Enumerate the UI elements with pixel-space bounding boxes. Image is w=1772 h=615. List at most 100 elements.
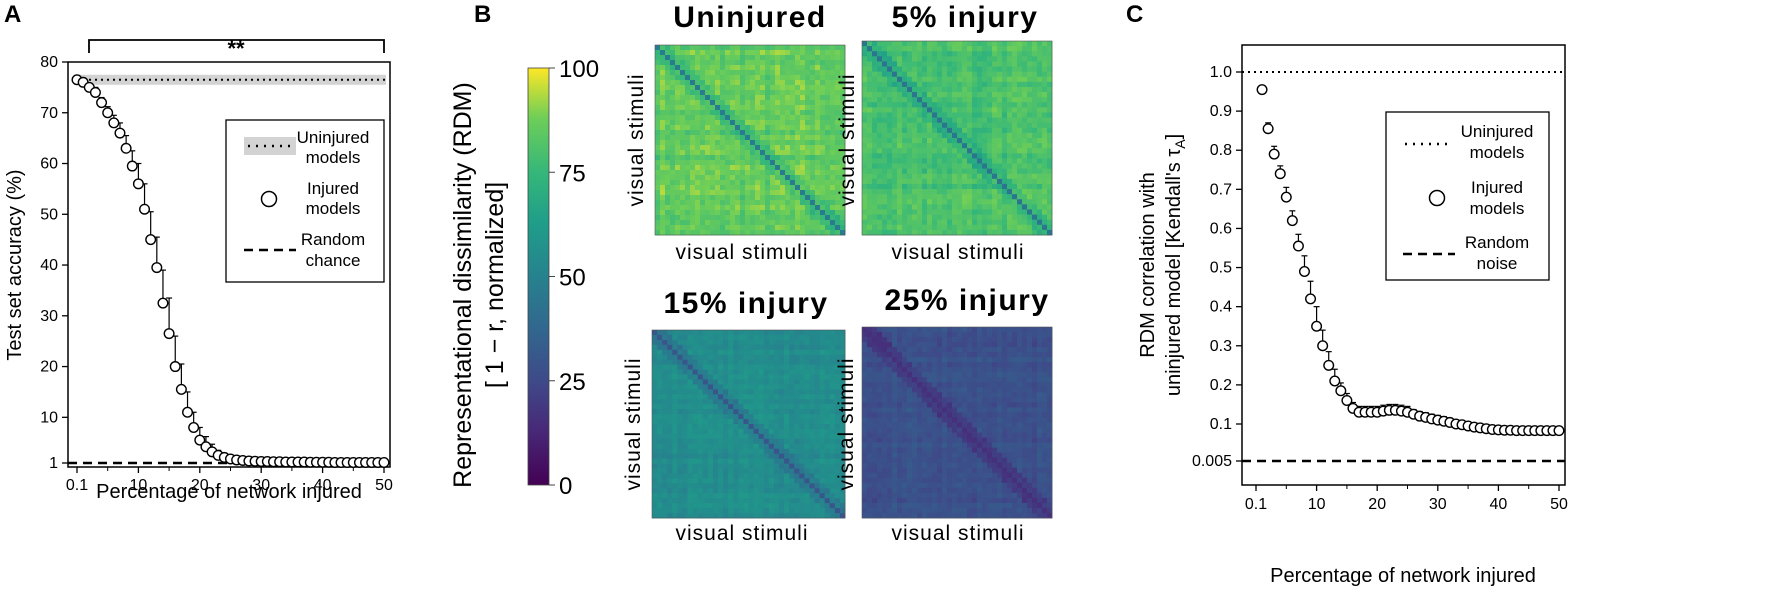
heatmap-cell	[1022, 138, 1028, 144]
heatmap-cell	[799, 384, 805, 390]
heatmap-cell	[932, 138, 938, 144]
heatmap-cell	[784, 399, 790, 405]
heatmap-cell	[745, 75, 751, 81]
heatmap-cell	[765, 65, 771, 71]
heatmap-cell	[790, 130, 796, 136]
heatmap-cell	[937, 132, 943, 139]
heatmap-cell	[675, 190, 681, 196]
heatmap-cell	[834, 359, 841, 366]
heatmap-cell	[867, 56, 873, 62]
heatmap-cell	[657, 339, 663, 346]
heatmap-cell	[987, 183, 993, 190]
heatmap-cell	[738, 438, 744, 445]
heatmap-cell	[702, 369, 709, 375]
heatmap-cell	[784, 414, 790, 420]
heatmap-cell	[670, 95, 676, 101]
heatmap-cell	[887, 382, 893, 388]
heatmap-cell	[780, 225, 786, 231]
heatmap-cell	[657, 354, 663, 361]
heatmap-cell	[814, 448, 821, 455]
heatmap-cell	[1022, 41, 1028, 47]
heatmap-cell	[660, 85, 666, 91]
heatmap-cell	[912, 367, 918, 373]
heatmap-cell	[695, 190, 701, 196]
heatmap-cell	[825, 145, 831, 151]
heatmap-cell	[687, 344, 694, 351]
heatmap-cell	[809, 473, 815, 479]
heatmap-cell	[672, 379, 678, 385]
heatmap-cell	[867, 143, 873, 149]
heatmap-cell	[1042, 219, 1048, 226]
heatmap-cell	[829, 488, 836, 494]
heatmap-cell	[780, 90, 786, 96]
heatmap-cell	[887, 148, 893, 154]
heatmap-cell	[784, 349, 790, 356]
heatmap-cell	[952, 183, 958, 190]
heatmap-cell	[912, 163, 918, 170]
heatmap-cell	[997, 132, 1003, 139]
heatmap-cell	[987, 56, 993, 62]
heatmap-cell	[809, 448, 815, 455]
heatmap-cell	[962, 199, 968, 205]
heatmap-cell	[700, 210, 706, 216]
heatmap-cell	[682, 409, 688, 415]
heatmap-cell	[962, 107, 968, 113]
heatmap-cell	[819, 478, 826, 484]
heatmap-cell	[705, 70, 711, 76]
heatmap-cell	[790, 115, 796, 121]
heatmap-cell	[773, 354, 780, 361]
heatmap-cell	[687, 349, 694, 356]
heatmap-cell	[804, 438, 810, 445]
heatmap-cell	[972, 199, 978, 205]
heatmap-cell	[805, 160, 811, 166]
heatmap-cell	[932, 219, 938, 226]
heatmap-cell	[839, 428, 846, 435]
heatmap-cell	[932, 71, 938, 78]
heatmap-cell	[1037, 199, 1043, 205]
heatmap-cell	[967, 183, 973, 190]
heatmap-cell	[760, 70, 766, 76]
heatmap-cell	[867, 117, 873, 124]
heatmap-cell	[800, 190, 806, 196]
heatmap-cell	[665, 145, 671, 151]
heatmap-cell	[735, 180, 741, 186]
heatmap-cell	[814, 493, 821, 499]
heatmap-cell	[700, 190, 706, 196]
heatmap-cell	[794, 433, 800, 440]
heatmap-cell	[725, 70, 731, 76]
heatmap-cell	[814, 330, 821, 336]
heatmap-cell	[862, 204, 868, 210]
heatmap-cell	[799, 468, 805, 474]
heatmap-cell	[1032, 219, 1038, 226]
heatmap-cell	[887, 86, 893, 93]
heatmap-cell	[877, 76, 883, 83]
heatmap-cell	[892, 347, 898, 353]
heatmap-cell	[972, 347, 978, 353]
heatmap-cell	[815, 65, 821, 71]
heatmap-cell	[763, 478, 770, 484]
heatmap-cell	[937, 163, 943, 170]
heatmap-cell	[785, 165, 791, 171]
heatmap-cell	[710, 230, 716, 236]
heatmap-cell	[760, 145, 766, 151]
heatmap-cell	[745, 120, 751, 126]
heatmap-cell	[882, 209, 888, 215]
heatmap-cell	[952, 153, 958, 159]
heatmap-cell	[800, 55, 806, 61]
heatmap-cell	[987, 219, 993, 226]
heatmap-cell	[937, 382, 943, 388]
heatmap-cell	[819, 404, 826, 410]
heatmap-cell	[775, 55, 781, 61]
heatmap-cell	[942, 332, 948, 338]
heatmap-cell	[765, 135, 771, 141]
heatmap-cell	[687, 374, 694, 380]
heatmap-cell	[867, 332, 873, 338]
heatmap-cell	[710, 90, 716, 96]
heatmap-cell	[1047, 183, 1053, 190]
heatmap-cell	[912, 352, 918, 358]
heatmap-cell	[1007, 158, 1013, 164]
heatmap-cell	[760, 135, 766, 141]
heatmap-cell	[652, 438, 658, 445]
heatmap-cell	[770, 180, 776, 186]
heatmap-cell	[730, 145, 736, 151]
